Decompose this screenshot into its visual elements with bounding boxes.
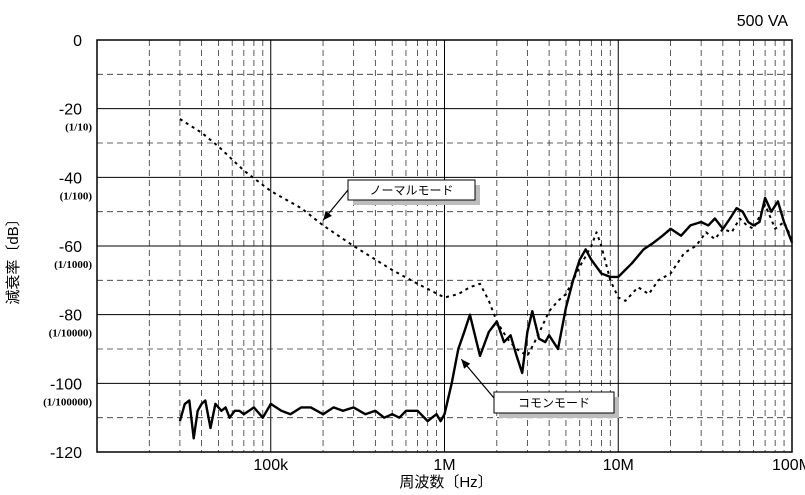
annotation-label: ノーマルモード: [369, 184, 453, 198]
y-tick-label: -80: [59, 308, 82, 325]
x-axis-ticks: 100k 1M 10M 100M: [253, 457, 805, 474]
x-tick-label: 100M: [772, 457, 805, 474]
grid: [97, 40, 792, 452]
x-tick-label: 100k: [253, 457, 289, 474]
series-line-normal-mode: [179, 118, 793, 357]
plot-frame: [96, 39, 793, 453]
y-tick-label: 0: [73, 33, 82, 50]
annotation-label: コモンモード: [518, 396, 590, 410]
y-tick-sublabel: (1/10000): [49, 328, 93, 340]
annotation-box: [493, 391, 615, 414]
y-tick-sublabel: (1/100000): [43, 396, 92, 408]
y-tick-sublabel: (1/10): [65, 122, 92, 134]
annotation-arrowhead: [461, 359, 471, 369]
y-axis-label: 減衰率〔dB〕: [5, 211, 22, 304]
y-tick-sublabel: (1/1000): [54, 259, 92, 271]
series-line-common-mode: [178, 196, 794, 440]
y-tick-label: -20: [59, 102, 82, 119]
y-tick-label: -40: [59, 170, 82, 187]
y-tick-sublabel: (1/100): [60, 190, 93, 202]
corner-label: 500 VA: [737, 13, 789, 30]
y-axis-ticks: 0 -20 (1/10) -40 (1/100) -60 (1/1000) -80 (1/100…: [43, 33, 92, 462]
series: [178, 118, 794, 440]
y-tick-label: -100: [50, 376, 82, 393]
x-tick-label: 10M: [603, 457, 634, 474]
annotation-arrowhead: [323, 210, 332, 221]
y-tick-label: -120: [50, 445, 82, 462]
x-axis-label: 周波数〔Hz〕: [399, 474, 492, 491]
x-tick-label: 1M: [433, 457, 455, 474]
y-tick-label: -60: [59, 239, 82, 256]
